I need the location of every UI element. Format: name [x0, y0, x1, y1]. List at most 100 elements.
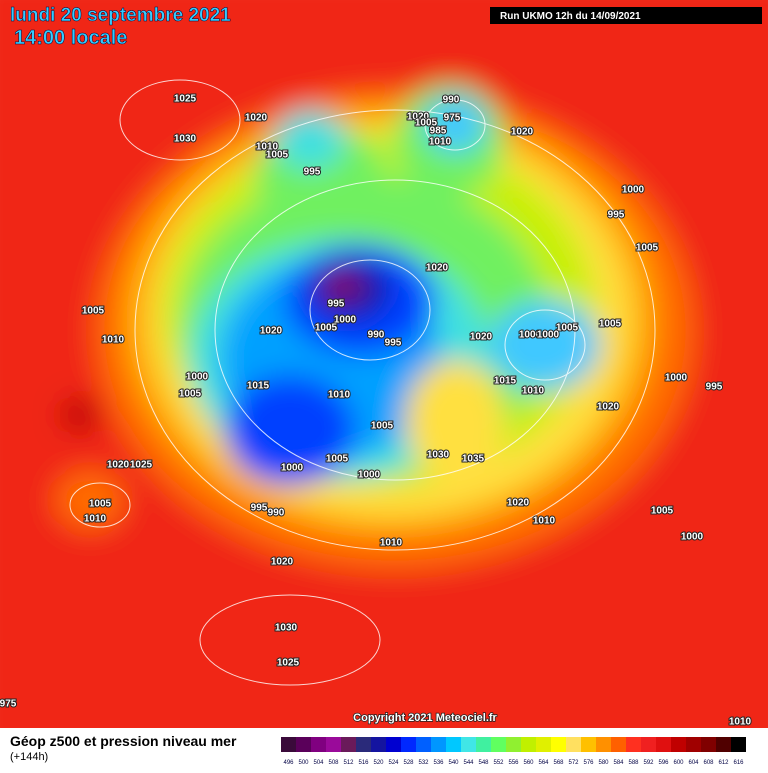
legend-value: 516	[358, 760, 369, 766]
legend-value: 552	[493, 760, 504, 766]
legend-value: 596	[658, 760, 669, 766]
legend-swatch	[296, 737, 311, 752]
isobar-label: 1005	[326, 454, 349, 465]
map-time: 14:00 locale	[14, 27, 127, 49]
isobar-label: 1035	[462, 454, 485, 465]
isobar-label: 1005	[179, 389, 202, 400]
isobar-label: 995	[304, 167, 321, 178]
legend-swatch	[431, 737, 446, 752]
run-info: Run UKMO 12h du 14/09/2021	[500, 11, 641, 22]
legend-swatch	[626, 737, 641, 752]
legend-value: 512	[343, 760, 354, 766]
isobar-label: 1020	[597, 402, 620, 413]
isobar-label: 1005	[599, 319, 622, 330]
legend-swatch	[521, 737, 536, 752]
legend-swatch	[656, 737, 671, 752]
isobar-label: 1000	[358, 470, 381, 481]
isobar-label: 1030	[275, 623, 298, 634]
legend-value: 508	[328, 760, 339, 766]
isobar-label: 1020	[107, 460, 130, 471]
legend-swatch	[311, 737, 326, 752]
legend-swatch	[686, 737, 701, 752]
isobar-label: 1010	[533, 516, 556, 527]
isobar-label: 1010	[729, 717, 752, 728]
isobar-label: 1000	[281, 463, 304, 474]
isobar-label: 1000	[334, 315, 357, 326]
legend-value: 592	[643, 760, 654, 766]
legend-swatch	[551, 737, 566, 752]
isobar-label: 1005	[556, 323, 579, 334]
legend-swatch	[671, 737, 686, 752]
isobar-label: 1005	[89, 499, 112, 510]
legend-value: 500	[298, 760, 309, 766]
legend-value: 548	[478, 760, 489, 766]
legend-swatch	[641, 737, 656, 752]
isobar-label: 1000	[186, 372, 209, 383]
legend-swatch	[701, 737, 716, 752]
legend-value: 600	[673, 760, 684, 766]
run-box	[490, 7, 762, 24]
legend-swatch	[611, 737, 626, 752]
legend-swatch	[461, 737, 476, 752]
legend-value: 544	[463, 760, 474, 766]
isobar-label: 985	[430, 126, 447, 137]
isobar-label: 995	[328, 299, 345, 310]
isobar-label: 1020	[511, 127, 534, 138]
isobar-label: 1005	[371, 421, 394, 432]
isobar-label: 1020	[271, 557, 294, 568]
legend-swatch	[386, 737, 401, 752]
isobar-label: 975	[444, 113, 461, 124]
legend-swatch	[401, 737, 416, 752]
isobar-label: 1000	[537, 330, 560, 341]
legend-swatch	[491, 737, 506, 752]
isobar-label: 1000	[665, 373, 688, 384]
isobar-label: 1025	[277, 658, 300, 669]
legend-value: 608	[703, 760, 714, 766]
isobar-label: 1010	[84, 514, 107, 525]
isobar-label: 1005	[415, 118, 438, 129]
legend-swatch	[536, 737, 551, 752]
isobar-label: 1000	[681, 532, 704, 543]
legend-swatch	[371, 737, 386, 752]
legend-value: 616	[733, 760, 744, 766]
isobar-label: 1020	[470, 332, 493, 343]
legend-value: 504	[313, 760, 324, 766]
isobar-label: 1030	[174, 134, 197, 145]
legend-swatch	[356, 737, 371, 752]
isobars	[69, 79, 656, 686]
isobar-label: 995	[385, 338, 402, 349]
legend-value: 520	[373, 760, 384, 766]
legend-value: 564	[538, 760, 549, 766]
legend-value: 568	[553, 760, 564, 766]
isobar-label: 990	[268, 508, 285, 519]
legend-swatch	[446, 737, 461, 752]
legend-value: 536	[433, 760, 444, 766]
isobar-label: 1005	[651, 506, 674, 517]
isobar-label: 1010	[522, 386, 545, 397]
isobar-label: 1000	[622, 185, 645, 196]
legend-value: 532	[418, 760, 429, 766]
isobar-label: 1010	[429, 137, 452, 148]
isobar-label: 1025	[130, 460, 153, 471]
isobar-label: 1005	[315, 323, 338, 334]
isobar-label: 1010	[328, 390, 351, 401]
isobar-label: 1005	[82, 306, 105, 317]
legend-value: 496	[283, 760, 294, 766]
isobar-label: 1010	[256, 142, 279, 153]
legend-swatch	[506, 737, 521, 752]
legend-swatch	[476, 737, 491, 752]
isobar-label: 975	[0, 699, 17, 710]
legend-swatch	[731, 737, 746, 752]
legend-lead: (+144h)	[10, 751, 48, 763]
legend-value: 524	[388, 760, 399, 766]
legend-value: 604	[688, 760, 699, 766]
isobar-label: 1030	[427, 450, 450, 461]
legend-value: 612	[718, 760, 729, 766]
legend-title: Géop z500 et pression niveau mer	[10, 733, 237, 749]
isobar-label: 1000	[519, 330, 542, 341]
isobar-label: 990	[443, 95, 460, 106]
isobar-label: 1020	[426, 263, 449, 274]
legend-value: 560	[523, 760, 534, 766]
isobar-label: 1025	[174, 94, 197, 105]
